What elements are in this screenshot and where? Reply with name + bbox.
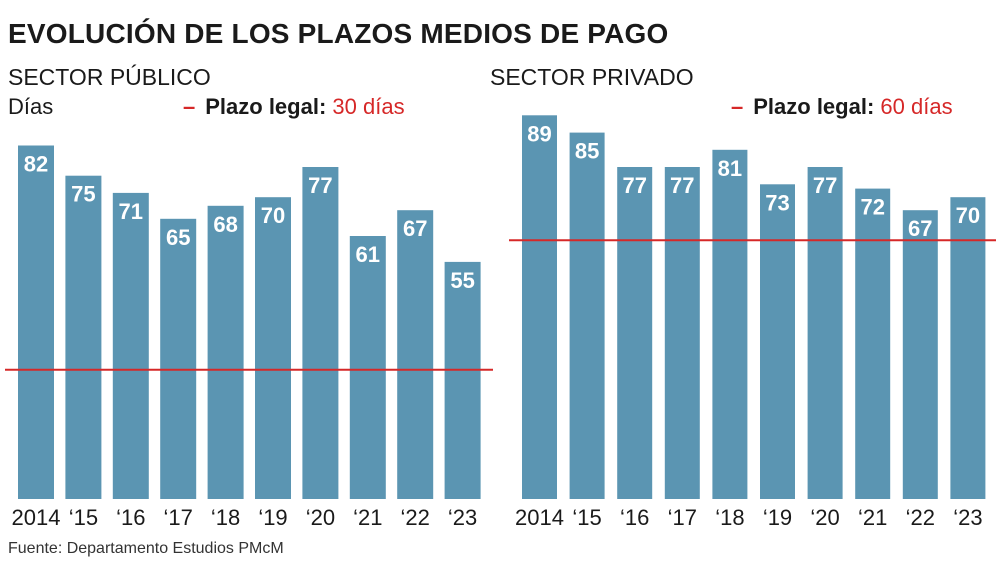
legend-label-public: Plazo legal: — [205, 94, 327, 119]
x-tick-label: ‘18 — [211, 505, 240, 530]
bar-public-3 — [160, 218, 197, 500]
bar-value-label: 89 — [527, 121, 551, 146]
x-tick-label: ‘20 — [306, 505, 335, 530]
bar-private-2 — [617, 167, 653, 499]
bar-value-label: 55 — [450, 268, 474, 293]
panel-title-private: SECTOR PRIVADO — [490, 64, 694, 90]
bar-value-label: 71 — [119, 199, 143, 224]
bar-public-0 — [18, 145, 54, 499]
x-tick-label: 2014 — [12, 505, 61, 530]
bar-public-4 — [207, 205, 244, 500]
bar-private-3 — [664, 167, 700, 499]
legend-label-private: Plazo legal: — [753, 94, 875, 119]
bar-value-label: 77 — [670, 173, 694, 198]
bar-value-label: 68 — [213, 212, 237, 237]
bar-public-7 — [349, 236, 386, 499]
x-tick-label: ‘21 — [858, 505, 887, 530]
bar-public-1 — [65, 175, 102, 499]
unit-label: Días — [8, 94, 54, 119]
bar-value-label: 72 — [860, 195, 884, 220]
x-tick-label: ‘15 — [572, 505, 601, 530]
bar-value-label: 77 — [622, 173, 646, 198]
chart-title: EVOLUCIÓN DE LOS PLAZOS MEDIOS DE PAGO — [8, 18, 669, 49]
source-note: Fuente: Departamento Estudios PMcM — [8, 540, 284, 557]
bar-value-label: 77 — [813, 173, 837, 198]
bar-private-4 — [712, 149, 748, 500]
bar-value-label: 82 — [24, 152, 48, 177]
bar-public-8 — [397, 210, 434, 499]
bar-value-label: 67 — [403, 216, 427, 241]
x-tick-label: ‘22 — [906, 505, 935, 530]
legend-public: – Plazo legal: 30 días — [183, 94, 405, 120]
x-tick-label: ‘20 — [810, 505, 839, 530]
bar-private-6 — [807, 167, 843, 499]
bar-private-9 — [950, 197, 986, 499]
bar-public-6 — [302, 167, 339, 499]
bar-public-5 — [255, 197, 291, 499]
bar-private-1 — [569, 132, 605, 499]
bar-private-8 — [902, 210, 938, 499]
x-tick-label: ‘23 — [953, 505, 982, 530]
legend-value-private: 60 días — [880, 94, 953, 119]
bar-value-label: 77 — [308, 173, 332, 198]
legend-value-public: 30 días — [332, 94, 405, 119]
x-tick-label: ‘22 — [401, 505, 430, 530]
bar-value-label: 81 — [718, 156, 742, 181]
bar-value-label: 75 — [71, 182, 95, 207]
bar-value-label: 85 — [575, 139, 599, 164]
bar-public-2 — [112, 192, 149, 499]
bar-value-label: 70 — [261, 203, 285, 228]
x-tick-label: ‘19 — [763, 505, 792, 530]
bar-value-label: 65 — [166, 225, 190, 250]
x-tick-label: ‘23 — [448, 505, 477, 530]
bar-value-label: 70 — [956, 203, 980, 228]
bar-private-5 — [760, 184, 795, 500]
legend-private: – Plazo legal: 60 días — [731, 94, 953, 120]
panel-title-public: SECTOR PÚBLICO — [8, 64, 211, 90]
x-tick-label: ‘18 — [715, 505, 744, 530]
x-tick-label: ‘15 — [69, 505, 98, 530]
x-tick-label: ‘21 — [353, 505, 382, 530]
x-tick-label: ‘16 — [116, 505, 145, 530]
x-tick-label: ‘16 — [620, 505, 649, 530]
x-tick-label: 2014 — [515, 505, 564, 530]
bar-private-0 — [522, 115, 557, 500]
bar-value-label: 73 — [765, 190, 789, 215]
reference-line-icon: – — [731, 94, 744, 119]
x-tick-label: ‘17 — [164, 505, 193, 530]
bar-public-9 — [444, 261, 481, 499]
x-tick-label: ‘17 — [668, 505, 697, 530]
x-tick-label: ‘19 — [258, 505, 287, 530]
bar-value-label: 61 — [356, 242, 380, 267]
bar-private-7 — [855, 188, 891, 499]
bar-value-label: 67 — [908, 216, 932, 241]
reference-line-icon: – — [183, 94, 196, 119]
